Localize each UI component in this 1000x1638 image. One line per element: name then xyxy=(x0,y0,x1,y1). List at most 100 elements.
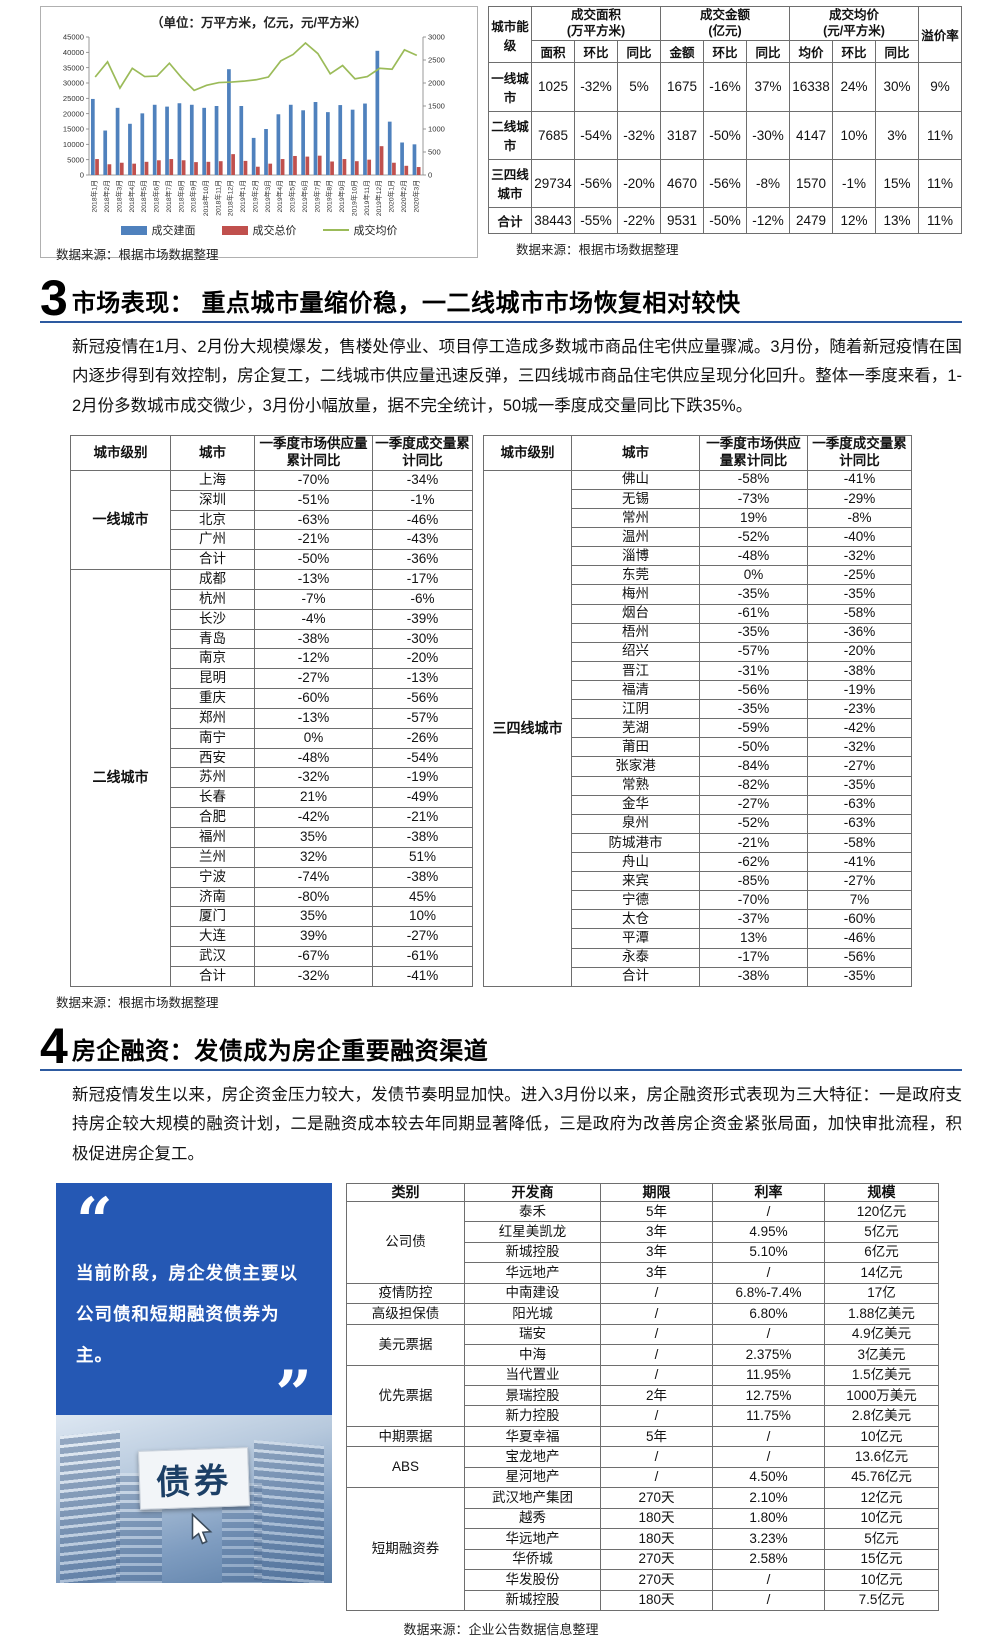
supply-yoy-cell: -59% xyxy=(699,718,808,739)
scale-cell: 120亿元 xyxy=(824,1200,939,1223)
table-row: 梧州 -35% -36% xyxy=(484,622,912,643)
svg-text:0: 0 xyxy=(428,171,432,180)
value-cell: 37% xyxy=(746,62,790,112)
source-note: 数据来源：根据市场数据整理 xyxy=(56,996,219,1011)
city-cell: 佛山 xyxy=(571,469,700,490)
table-row: 东莞 0% -25% xyxy=(484,565,912,586)
header-cell: 规模 xyxy=(824,1183,939,1202)
legend-label: 成交总价 xyxy=(252,225,297,237)
transaction-yoy-cell: -32% xyxy=(807,546,912,567)
developer-cell: 景瑞控股 xyxy=(464,1385,601,1407)
svg-text:2018年1月: 2018年1月 xyxy=(90,180,99,213)
svg-text:500: 500 xyxy=(428,148,441,157)
city-cell: 杭州 xyxy=(170,588,255,610)
supply-yoy-cell: -70% xyxy=(254,469,373,491)
value-cell: 4147 xyxy=(789,110,833,160)
scale-cell: 15亿元 xyxy=(824,1548,939,1571)
source-note: 数据来源：根据市场数据整理 xyxy=(516,243,679,257)
section3-paragraph: 新冠疫情在1月、2月份大规模爆发，售楼处停业、项目停工造成多数城市商品住宅供应量… xyxy=(72,338,962,415)
svg-text:20000: 20000 xyxy=(63,109,84,118)
transaction-yoy-cell: -8% xyxy=(807,508,912,529)
term-cell: / xyxy=(600,1446,713,1468)
quote-close-icon: ” xyxy=(275,1356,312,1432)
value-cell: 2479 xyxy=(789,207,833,234)
value-cell: 10% xyxy=(832,110,876,160)
table-row: 大连 39% -27% xyxy=(71,926,473,948)
supply-yoy-cell: -17% xyxy=(699,947,808,968)
supply-yoy-cell: -37% xyxy=(699,909,808,930)
table-row: 二线城市 7685 -54% -32% 3187 -50% -30% 4147 10% 3% 11% xyxy=(488,110,962,160)
rate-cell: 6.80% xyxy=(712,1303,825,1325)
city-cell: 青岛 xyxy=(170,628,255,650)
value-cell: -32% xyxy=(574,62,618,112)
city-table-right: 城市级别 城市 一季度市场供应量累计同比 一季度成交量累计同比 三四线城市 佛山 -58% -… xyxy=(483,435,912,988)
city-cell: 温州 xyxy=(571,527,700,548)
svg-text:2019年2月: 2019年2月 xyxy=(250,180,259,213)
svg-text:2019年3月: 2019年3月 xyxy=(263,180,272,213)
section4-heading: 4 房企融资：发债成为房企重要融资渠道 xyxy=(40,1021,962,1072)
quote-column: “ 当前阶段，房企发债主要以公司债和短期融资债券为主。 ” 债券 xyxy=(56,1183,332,1611)
developer-cell: 宝龙地产 xyxy=(464,1446,601,1468)
value-cell: 15% xyxy=(875,158,919,209)
value-cell: -30% xyxy=(746,110,790,160)
svg-text:45000: 45000 xyxy=(63,33,84,42)
value-cell: -55% xyxy=(574,207,618,234)
transaction-yoy-cell: -36% xyxy=(372,549,473,571)
transaction-yoy-cell: -49% xyxy=(372,787,473,809)
col-premium: 溢价率 xyxy=(918,5,962,64)
value-cell: 3187 xyxy=(660,110,704,160)
scale-cell: 1000万美元 xyxy=(824,1385,939,1407)
sub-col-header: 同比 xyxy=(875,40,919,64)
legend-label: 成交建面 xyxy=(151,225,196,237)
transaction-yoy-cell: -38% xyxy=(372,827,473,848)
value-cell: -32% xyxy=(617,110,661,160)
table-row: 淄博 -48% -32% xyxy=(484,546,912,567)
city-cell: 合计 xyxy=(170,549,255,571)
transaction-yoy-cell: -35% xyxy=(807,775,912,796)
legend-swatch-red-bar-icon xyxy=(221,225,248,235)
transaction-yoy-cell: -43% xyxy=(372,529,473,551)
category-cell: 短期融资券 xyxy=(346,1487,465,1612)
table-row: 美元票据 瑞安 //4.9亿美元 xyxy=(346,1323,939,1366)
scale-cell: 1.88亿美元 xyxy=(824,1303,939,1325)
city-cell: 合肥 xyxy=(170,807,255,829)
table-row: 新城控股 180天/7.5亿元 xyxy=(347,1589,939,1612)
table-row: 一线城市 上海 -70% -34% xyxy=(70,469,473,571)
transaction-yoy-cell: 10% xyxy=(372,906,473,928)
rate-cell: 4.50% xyxy=(712,1466,825,1489)
city-cell: 江阴 xyxy=(571,699,700,720)
value-cell: -50% xyxy=(703,110,747,160)
header-cell: 城市级别 xyxy=(70,435,171,471)
rate-cell: / xyxy=(712,1569,825,1591)
city-cell: 泉州 xyxy=(571,813,700,834)
svg-text:15000: 15000 xyxy=(63,125,84,134)
svg-text:35000: 35000 xyxy=(63,63,84,72)
city-cell: 太仓 xyxy=(571,909,700,930)
supply-yoy-cell: -38% xyxy=(699,966,808,988)
city-cell: 济南 xyxy=(170,886,255,908)
supply-yoy-cell: -32% xyxy=(254,965,373,988)
supply-yoy-cell: -42% xyxy=(254,807,373,829)
svg-text:2020年1月: 2020年1月 xyxy=(387,180,396,213)
legend-item: 成交均价 xyxy=(322,222,398,238)
rate-cell: / xyxy=(712,1200,825,1223)
city-cell: 来宾 xyxy=(571,871,700,892)
category-cell: 优先票据 xyxy=(346,1364,465,1427)
developer-cell: 武汉地产集团 xyxy=(464,1487,601,1509)
value-cell: 3% xyxy=(875,110,919,160)
term-cell: / xyxy=(600,1344,713,1366)
header-cell: 城市级别 xyxy=(483,435,572,471)
section-title: 市场表现： 重点城市量缩价稳，一二线城市市场恢复相对较快 xyxy=(71,290,741,317)
developer-cell: 新城控股 xyxy=(464,1241,601,1264)
city-cell: 武汉 xyxy=(170,946,255,967)
svg-text:2019年11月: 2019年11月 xyxy=(362,180,371,216)
value-cell: 12% xyxy=(832,207,876,234)
tier-cell: 合计 xyxy=(488,207,532,234)
table-row: 一线城市 1025 -32% 5% 1675 -16% 37% 16338 24% 30% 9% xyxy=(488,62,962,112)
transaction-yoy-cell: 45% xyxy=(372,886,473,908)
city-cell: 梧州 xyxy=(571,622,700,643)
city-cell: 长沙 xyxy=(170,608,255,630)
term-cell: 180天 xyxy=(600,1589,713,1612)
rate-cell: / xyxy=(712,1446,825,1468)
